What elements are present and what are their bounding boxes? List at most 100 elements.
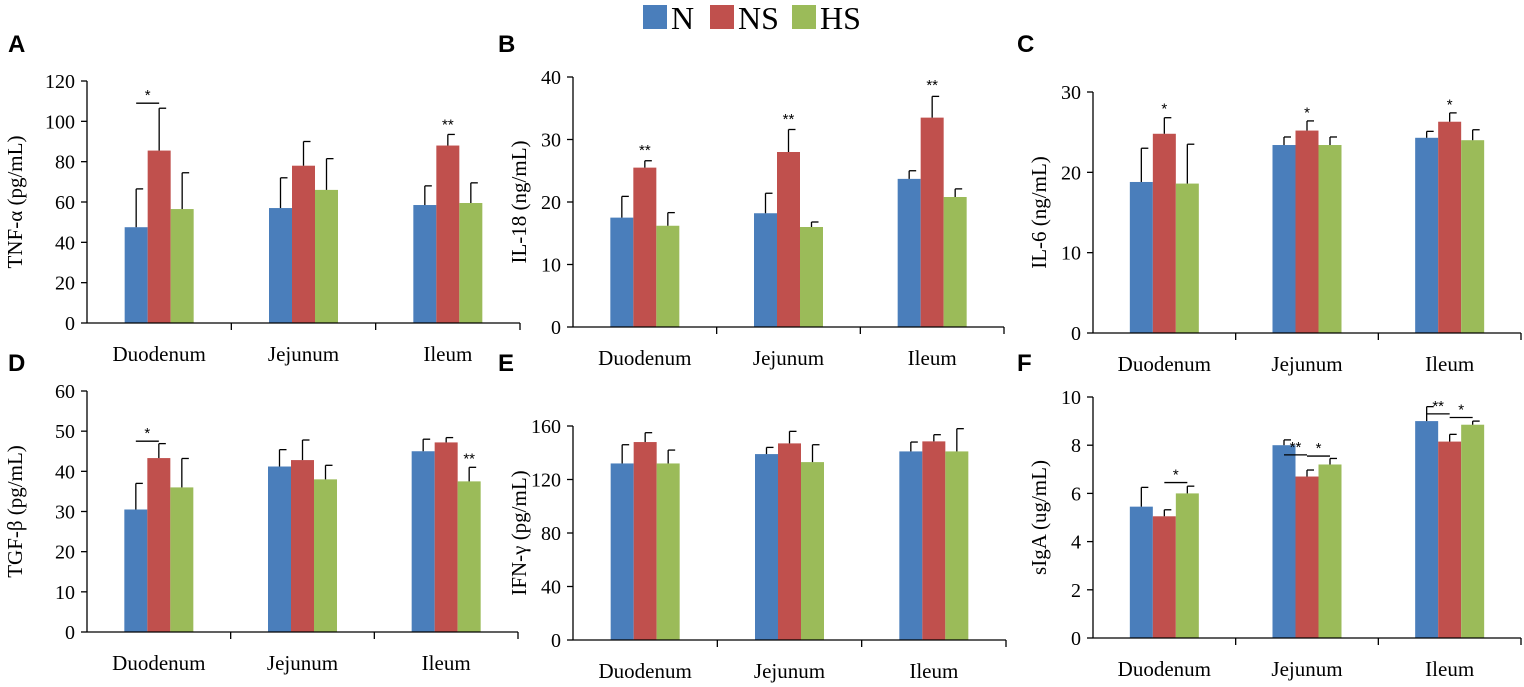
bar-a-ileum-ns bbox=[436, 145, 460, 323]
bar-e-ileum-hs bbox=[945, 451, 969, 640]
bar-f-jejunum-hs bbox=[1318, 464, 1342, 638]
bar-d-duodenum-n bbox=[124, 509, 148, 632]
bar-b-jejunum-n bbox=[754, 213, 777, 327]
bar-f-duodenum-ns bbox=[1152, 516, 1176, 638]
bar-d-ileum-n bbox=[411, 451, 435, 632]
y-tick-label-a-60: 60 bbox=[55, 192, 75, 214]
y-tick-label-d-40: 40 bbox=[55, 461, 75, 483]
bar-d-duodenum-ns bbox=[147, 458, 171, 632]
x-category-label-b-duodenum: Duodenum bbox=[598, 346, 691, 370]
significance-label-f-1: ** bbox=[1290, 439, 1302, 456]
bar-a-ileum-n bbox=[413, 205, 437, 323]
x-category-label-c-duodenum: Duodenum bbox=[1118, 352, 1211, 376]
y-tick-label-a-0: 0 bbox=[65, 313, 75, 335]
bar-f-ileum-n bbox=[1415, 421, 1439, 638]
panel-letter-e: E bbox=[498, 350, 514, 377]
y-axis-label-e: IFN-γ (pg/mL) bbox=[507, 470, 531, 595]
bar-b-ileum-n bbox=[897, 178, 921, 327]
x-category-label-f-duodenum: Duodenum bbox=[1118, 657, 1211, 681]
y-tick-label-b-40: 40 bbox=[541, 67, 561, 89]
bar-b-jejunum-ns bbox=[777, 152, 800, 327]
bar-d-jejunum-ns bbox=[291, 460, 314, 632]
y-tick-label-b-30: 30 bbox=[541, 130, 561, 152]
bar-b-ileum-hs bbox=[943, 197, 967, 327]
x-category-label-f-jejunum: Jejunum bbox=[1271, 657, 1342, 681]
significance-label-f-0: * bbox=[1173, 467, 1179, 484]
y-tick-label-f-6: 6 bbox=[1071, 483, 1081, 505]
y-tick-label-e-120: 120 bbox=[531, 470, 561, 492]
bar-a-jejunum-hs bbox=[315, 189, 338, 323]
y-tick-label-d-50: 50 bbox=[55, 421, 75, 443]
bar-e-duodenum-n bbox=[610, 463, 634, 640]
y-axis-label-c: IL-6 (ng/mL) bbox=[1027, 156, 1051, 269]
panel-e: E 0 40 80 120 160 Duodenum Jejunum Ileum IFN-γ (p… bbox=[498, 350, 1007, 683]
panel-letter-a: A bbox=[8, 31, 25, 58]
bar-c-jejunum-hs bbox=[1318, 145, 1342, 333]
x-category-label-c-ileum: Ileum bbox=[1425, 352, 1474, 376]
panel-b: B 0 10 20 30 40 Duodenum Jejunum Ileum IL-18 (ng/… bbox=[498, 31, 1005, 370]
bar-a-jejunum-n bbox=[269, 208, 292, 323]
bar-e-jejunum-hs bbox=[801, 462, 824, 640]
significance-label-f-4: * bbox=[1458, 401, 1464, 418]
bar-e-jejunum-ns bbox=[778, 443, 801, 640]
bar-c-ileum-n bbox=[1415, 137, 1439, 333]
bar-f-jejunum-ns bbox=[1295, 476, 1319, 638]
x-category-label-a-jejunum: Jejunum bbox=[268, 342, 339, 366]
bar-d-duodenum-hs bbox=[170, 487, 194, 632]
bar-f-ileum-hs bbox=[1461, 424, 1485, 638]
legend: N NS HS bbox=[643, 0, 861, 36]
bar-b-ileum-ns bbox=[920, 117, 944, 327]
y-tick-label-f-4: 4 bbox=[1071, 532, 1081, 554]
bar-a-duodenum-n bbox=[124, 227, 148, 323]
bar-f-duodenum-n bbox=[1129, 506, 1153, 638]
significance-label-b-0: ** bbox=[639, 142, 651, 159]
bar-b-duodenum-ns bbox=[633, 167, 657, 327]
y-axis-label-a: TNF-α (pg/mL) bbox=[3, 136, 27, 269]
x-category-label-a-ileum: Ileum bbox=[423, 342, 472, 366]
legend-label-ns: NS bbox=[738, 0, 779, 36]
y-tick-label-b-0: 0 bbox=[551, 317, 561, 339]
y-tick-label-f-2: 2 bbox=[1071, 580, 1081, 602]
significance-label-c-1: * bbox=[1304, 105, 1310, 122]
y-tick-label-e-160: 160 bbox=[531, 416, 561, 438]
bar-c-jejunum-n bbox=[1272, 145, 1296, 333]
panel-f: F 0 2 4 6 8 10 Duodenum Jejunum Ileum sIgA (ug/mL)… bbox=[1017, 350, 1522, 681]
x-category-label-d-ileum: Ileum bbox=[422, 651, 471, 675]
bar-b-duodenum-hs bbox=[656, 225, 680, 327]
y-tick-label-e-0: 0 bbox=[551, 630, 561, 652]
x-category-label-f-ileum: Ileum bbox=[1425, 657, 1474, 681]
y-tick-label-c-10: 10 bbox=[1061, 243, 1081, 265]
bar-e-ileum-n bbox=[899, 451, 923, 640]
bar-a-ileum-hs bbox=[459, 203, 483, 323]
bar-d-ileum-ns bbox=[434, 442, 458, 632]
y-tick-label-d-30: 30 bbox=[55, 502, 75, 524]
x-category-label-e-ileum: Ileum bbox=[909, 659, 958, 683]
y-tick-label-f-8: 8 bbox=[1071, 435, 1081, 457]
y-tick-label-b-10: 10 bbox=[541, 255, 561, 277]
significance-label-a-1: ** bbox=[442, 116, 454, 133]
y-tick-label-a-40: 40 bbox=[55, 232, 75, 254]
bar-e-ileum-ns bbox=[922, 441, 946, 640]
panel-letter-f: F bbox=[1017, 350, 1032, 377]
y-tick-label-a-100: 100 bbox=[45, 111, 75, 133]
significance-label-f-3: ** bbox=[1432, 398, 1444, 415]
legend-swatch-hs bbox=[792, 5, 816, 29]
y-tick-label-b-20: 20 bbox=[541, 192, 561, 214]
x-category-label-e-jejunum: Jejunum bbox=[754, 659, 825, 683]
panel-a: A 0 20 40 60 80 100 120 Duodenum Jejunum Ileum TNF-… bbox=[3, 31, 521, 366]
bar-e-duodenum-hs bbox=[656, 463, 680, 640]
bar-a-duodenum-ns bbox=[147, 150, 171, 323]
significance-label-d-0: * bbox=[144, 425, 150, 442]
significance-label-d-1: ** bbox=[463, 450, 475, 467]
panel-d: D 0 10 20 30 40 50 60 Duodenum Jejunum Ileum TGF-β … bbox=[3, 350, 519, 675]
x-category-label-d-duodenum: Duodenum bbox=[112, 651, 205, 675]
legend-label-hs: HS bbox=[820, 0, 861, 36]
y-tick-label-d-10: 10 bbox=[55, 582, 75, 604]
bar-f-ileum-ns bbox=[1438, 441, 1462, 638]
bar-c-ileum-ns bbox=[1438, 121, 1462, 334]
bar-c-duodenum-n bbox=[1129, 181, 1153, 333]
panel-c: C 0 10 20 30 Duodenum Jejunum Ileum IL-6 (ng/mL)… bbox=[1017, 31, 1522, 376]
bar-c-duodenum-ns bbox=[1152, 133, 1176, 333]
